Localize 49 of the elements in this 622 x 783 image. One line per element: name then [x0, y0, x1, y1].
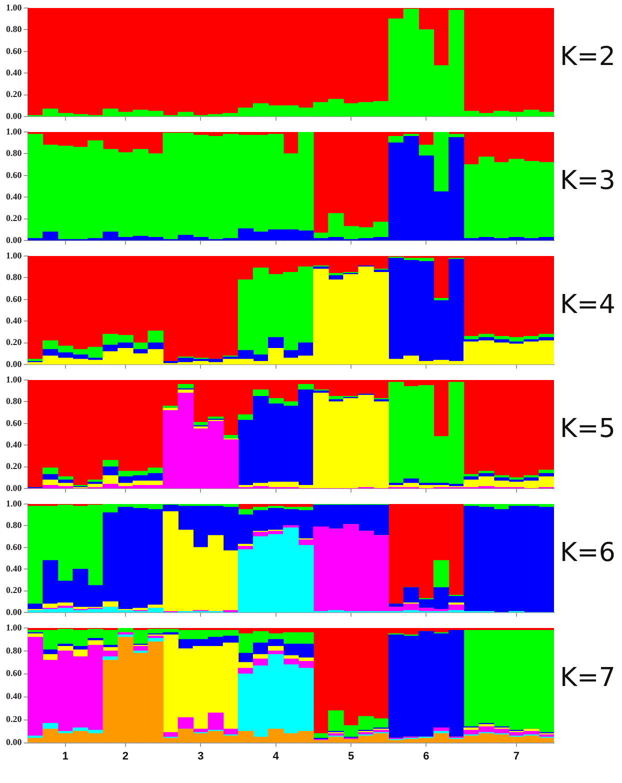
x-tick-label: 1 [62, 750, 68, 762]
y-tick-label: 0.80 [6, 24, 22, 34]
text: K=5 [560, 414, 616, 444]
y-tick-label: 0.60 [6, 668, 22, 678]
y-tick-label: 0.40 [6, 439, 22, 450]
y-tick-label: 0.00 [6, 737, 22, 748]
x-tick-label: 3 [198, 750, 204, 762]
y-tick-label: 0.00 [6, 606, 22, 617]
y-tick-label: 0.80 [6, 148, 22, 158]
y-tick-label: 0.20 [6, 213, 22, 224]
x-tick-label: 5 [348, 750, 354, 762]
y-tick-label: 0.80 [6, 272, 22, 282]
x-tick-label: 2 [122, 750, 129, 762]
y-tick-label: 1.00 [6, 374, 22, 384]
y-tick-label: 0.20 [6, 585, 22, 596]
x-tick-label: 4 [272, 750, 280, 762]
y-tick-label: 0.20 [6, 714, 22, 724]
text: K=3 [560, 166, 616, 196]
y-tick-label: 0.80 [6, 396, 22, 406]
y-tick-label: 0.00 [6, 482, 22, 493]
y-tick-label: 0.00 [6, 110, 22, 121]
y-tick-label: 0.60 [6, 170, 22, 180]
y-tick-label: 0.60 [6, 542, 22, 552]
y-tick-label: 0.60 [6, 46, 22, 56]
text: K=7 [560, 663, 616, 693]
y-tick-label: 0.20 [6, 337, 22, 348]
y-tick-label: 0.40 [6, 563, 22, 574]
y-tick-label: 0.00 [6, 358, 22, 369]
y-tick-label: 1.00 [6, 498, 22, 508]
y-tick-label: 1.00 [6, 250, 22, 260]
y-tick-label: 1.00 [6, 126, 22, 136]
x-tick-label: 7 [513, 750, 520, 762]
x-tick-label: 6 [423, 750, 430, 762]
y-tick-label: 0.40 [6, 315, 22, 326]
text: K=6 [560, 538, 616, 568]
y-tick-label: 0.20 [6, 461, 22, 472]
y-tick-label: 0.00 [6, 234, 22, 245]
text: K=4 [560, 290, 616, 320]
text: K=2 [560, 42, 616, 72]
y-tick-label: 0.40 [6, 691, 22, 702]
y-tick-label: 0.20 [6, 89, 22, 100]
y-tick-label: 0.60 [6, 418, 22, 428]
y-tick-label: 0.80 [6, 645, 22, 656]
y-tick-label: 0.80 [6, 520, 22, 530]
y-tick-label: 0.40 [6, 191, 22, 202]
y-tick-label: 1.00 [6, 2, 22, 12]
y-tick-label: 0.60 [6, 294, 22, 304]
y-tick-label: 0.40 [6, 67, 22, 78]
y-tick-label: 1.00 [6, 622, 22, 632]
